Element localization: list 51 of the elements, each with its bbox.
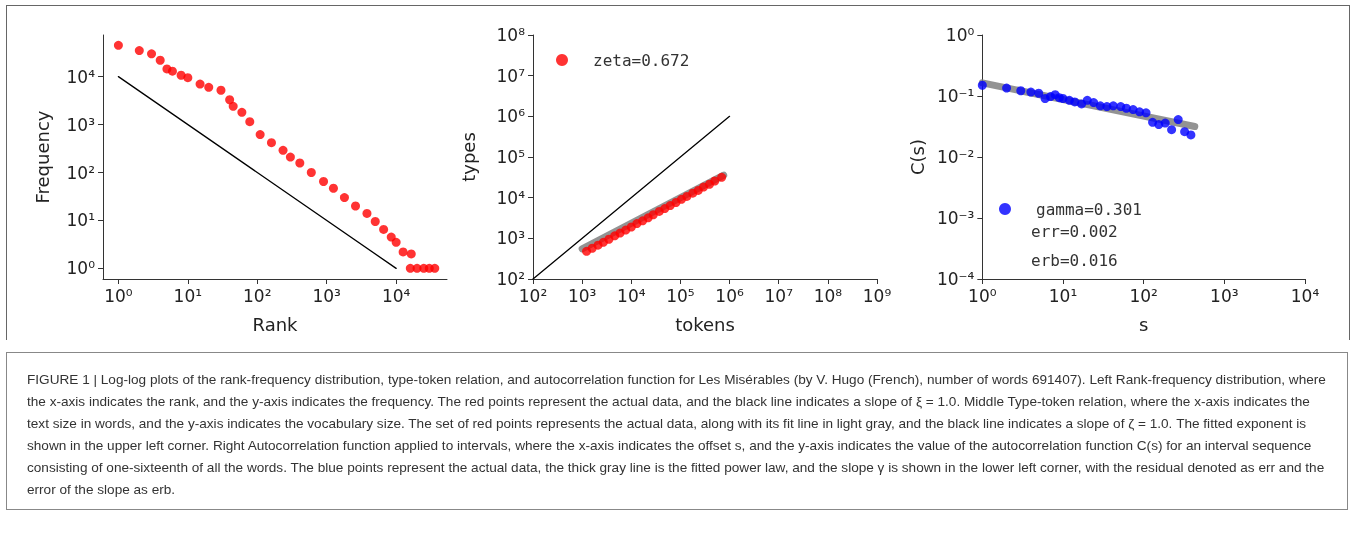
legend-label: gamma=0.301 xyxy=(1036,199,1142,219)
x-axis-title: Rank xyxy=(252,313,299,335)
x-tick-label: 10¹ xyxy=(1048,285,1078,306)
x-tick-label: 10² xyxy=(243,285,272,306)
y-tick-label: 10⁰ xyxy=(945,25,975,45)
y-tick-label: 10⁷ xyxy=(496,65,526,86)
point xyxy=(1173,115,1183,125)
x-tick-label: 10⁹ xyxy=(862,285,892,306)
x-tick-label: 10⁰ xyxy=(104,285,133,306)
point xyxy=(1186,130,1196,140)
point xyxy=(1141,108,1151,118)
x-tick-label: 10³ xyxy=(312,285,341,306)
point xyxy=(1160,118,1170,128)
y-tick-label: 10⁴ xyxy=(496,187,526,208)
point xyxy=(1167,125,1177,135)
x-tick-label: 10³ xyxy=(1210,285,1239,306)
x-axis-title: tokens xyxy=(675,313,735,335)
x-axis-title: s xyxy=(1138,313,1149,335)
legend-label: zeta=0.672 xyxy=(593,50,690,70)
y-tick-label: 10⁻² xyxy=(936,147,975,167)
x-tick-label: 10¹ xyxy=(173,285,203,306)
point xyxy=(1108,101,1118,111)
y-tick-label: 10⁻¹ xyxy=(936,86,975,106)
point xyxy=(717,172,727,182)
y-axis-title: types xyxy=(457,132,479,182)
y-tick-label: 10⁵ xyxy=(496,147,525,167)
annotation: err=0.002 xyxy=(1031,221,1118,241)
x-tick-label: 10³ xyxy=(567,285,597,306)
x-tick-label: 10⁷ xyxy=(764,285,794,306)
y-tick-label: 10⁻³ xyxy=(936,208,975,228)
y-tick-label: 10⁸ xyxy=(496,25,526,45)
x-tick-label: 10⁵ xyxy=(666,285,695,306)
x-tick-label: 10⁴ xyxy=(617,285,646,306)
x-tick-label: 10⁶ xyxy=(715,285,744,306)
y-tick-label: 10³ xyxy=(66,114,95,135)
x-tick-label: 10⁴ xyxy=(1290,285,1320,306)
y-tick-label: 10² xyxy=(66,162,95,183)
point xyxy=(1089,98,1099,108)
y-tick-label: 10⁶ xyxy=(496,106,526,127)
y-tick-label: 10⁰ xyxy=(66,258,96,279)
point xyxy=(1180,127,1190,137)
x-tick-label: 10⁴ xyxy=(381,285,411,306)
y-tick-label: 10⁴ xyxy=(66,66,96,87)
y-axis-title: C(s) xyxy=(906,139,928,175)
y-tick-label: 10³ xyxy=(496,228,525,249)
y-tick-label: 10¹ xyxy=(66,210,95,231)
x-tick-label: 10⁸ xyxy=(813,285,843,306)
y-axis-title: Frequency xyxy=(31,110,53,204)
caption: FIGURE 1 | Log-log plots of the rank-frequency distribution, type-token relation, and autocorrelation function for Les Misérables (by V. Hugo (French), number of words 691407). Left Rank-frequency distribution, where the x-axis indicates the rank, and the y-axis indicates the frequency. The red points represent the actual data, and the black line indicates a slope of ξ = 1.0. Middle Type-token relation, where the x-axis indicates the text size in words, and the y-axis indicates the vocabulary size. The set of red points represents the actual data, along with its fit line in light gray, and the black line indicates a slope of ζ = 1.0. The fitted exponent is shown in the upper left corner. Right Autocorrelation function applied to intervals, where the x-axis indicates the offset s, and the y-axis indicates the value of the autocorrelation function C(s) for an interval sequence consisting of one-sixteenth of all the words. The blue points represent the actual data, the thick gray line is the fitted power law, and the slope γ is shown in the lower left corner, with the residual denoted as err and the error of the slope as erb. xyxy=(6,352,1348,510)
annotation: erb=0.016 xyxy=(1031,250,1118,270)
x-tick-label: 10² xyxy=(1129,285,1158,306)
